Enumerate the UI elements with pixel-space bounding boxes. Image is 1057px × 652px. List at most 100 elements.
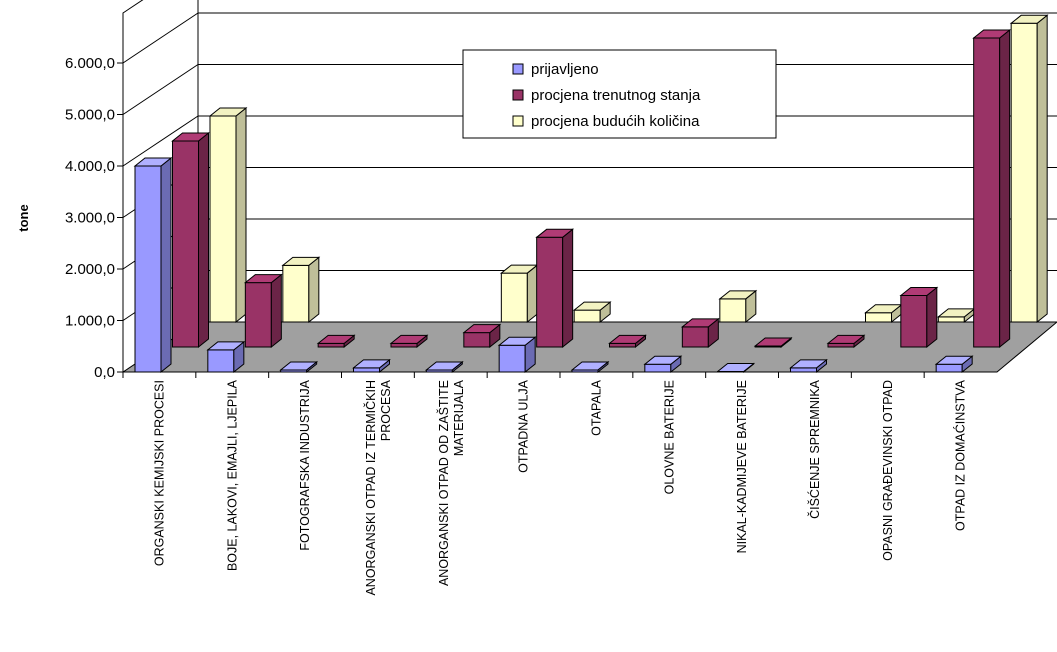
bar-procjena-trenutnog-stanja-0 [171, 131, 210, 349]
bar-side [235, 106, 247, 324]
legend: prijavljeno procjena trenutnog stanja pr… [462, 49, 777, 139]
gridline-side [122, 115, 199, 167]
bar-procjena-trenutnog-stanja-4 [462, 323, 502, 349]
bar-side [1036, 14, 1048, 324]
bar-side [160, 156, 172, 374]
bar-top [753, 337, 793, 347]
bar-top [570, 361, 610, 371]
y-tick-label: 6.000,0 [65, 55, 115, 72]
x-category-label: ČIŠĆENJE SPREMNIKA [807, 379, 822, 519]
bar-prijavljeno-0 [133, 156, 173, 374]
bar-top [133, 157, 173, 167]
series-prijavljeno [133, 156, 974, 374]
bar-front [573, 309, 601, 323]
bar-procjena-budućih-količina-5 [572, 301, 612, 324]
bar-top [497, 336, 537, 346]
bar-top [208, 107, 248, 117]
bar-front [865, 312, 892, 323]
bar-procjena-trenutnog-stanja-7 [680, 317, 720, 349]
legend-label-procjena-trenutnog-stanja: procjena trenutnog stanja [531, 87, 701, 104]
legend-swatch-procjena-buducih-kolicina [512, 115, 524, 127]
bar-front [500, 272, 528, 323]
bar-front [719, 298, 747, 323]
y-tick-label: 2.000,0 [65, 261, 115, 278]
bar-side [270, 273, 282, 349]
bar-front [937, 316, 965, 323]
bar-front [317, 342, 345, 348]
y-axis-label: tone [16, 204, 31, 231]
bar-procjena-budućih-količina-11 [1009, 14, 1049, 324]
y-tick-label: 1.000,0 [65, 313, 115, 330]
bar-top [206, 341, 246, 351]
bar-top [281, 256, 321, 266]
bar-top [716, 362, 756, 372]
x-category-label: OPASNI GRAĐEVINSKI OTPAD [881, 380, 895, 561]
bar-front [244, 282, 272, 348]
bar-procjena-budućih-količina-7 [718, 289, 758, 324]
bar-procjena-trenutnog-stanja-9 [826, 334, 866, 349]
bar-top [643, 355, 683, 365]
bar-procjena-trenutnog-stanja-1 [243, 273, 283, 349]
bar-top [279, 361, 319, 371]
bar-side [562, 228, 574, 349]
bar-prijavljeno-4 [424, 360, 464, 374]
bar-top [243, 274, 283, 284]
bar-front [935, 363, 963, 373]
bar-front [498, 344, 526, 373]
bar-procjena-trenutnog-stanja-3 [389, 334, 429, 349]
bar-prijavljeno-5 [497, 336, 537, 374]
bar-procjena-trenutnog-stanja-2 [316, 334, 356, 349]
bar-procjena-trenutnog-stanja-6 [608, 334, 647, 349]
bar-top [462, 324, 502, 334]
bar-procjena-trenutnog-stanja-5 [535, 228, 575, 349]
bar-front [1010, 22, 1038, 323]
bar-front [463, 332, 491, 348]
bar-procjena-budućih-količina-0 [208, 106, 248, 324]
bar-top [389, 334, 429, 344]
bar-front [900, 295, 928, 348]
axes: 0,0 1.000,0 2.000,0 3.000,0 4.000,0 5.000,0 6.… [16, 53, 997, 596]
bar-top [535, 228, 575, 238]
x-category-label: OLOVNE BATERIJE [662, 380, 676, 494]
y-tick-label: 0,0 [94, 364, 115, 381]
bar-front [134, 165, 162, 373]
legend-label-procjena-buducih-kolicina: procjena budućih količina [531, 113, 700, 130]
x-category-label: ORGANSKI KEMIJSKI PROCESI [152, 380, 166, 566]
bar-top [572, 301, 612, 311]
y-tick-label: 3.000,0 [65, 210, 115, 227]
bar-side [926, 286, 938, 349]
gridline-side [122, 64, 199, 115]
legend-swatch-procjena-trenutnog-stanja [512, 89, 524, 101]
y-tick-label: 5.000,0 [65, 107, 115, 124]
bar-top [171, 132, 210, 142]
bar-procjena-trenutnog-stanja-10 [899, 286, 939, 349]
bar-top [424, 361, 464, 371]
bar-procjena-budućih-količina-1 [281, 256, 321, 324]
bar-top [789, 359, 828, 369]
bar-top [826, 334, 866, 344]
x-category-label: BOJE, LAKOVI, EMAJLI, LJEPILA [225, 379, 239, 571]
bar-front [353, 367, 380, 373]
bar-side [999, 28, 1011, 349]
bar-prijavljeno-9 [789, 358, 828, 374]
x-category-label: NIKAL-KADMIJEVE BATERIJE [735, 380, 749, 553]
bar-prijavljeno-6 [570, 360, 610, 374]
bar-front [827, 342, 855, 348]
x-category-label: ANORGANSKI OTPAD OD ZAŠTITEMATERIJALA [436, 379, 466, 586]
bar-top [899, 287, 939, 296]
bar-front [790, 367, 817, 373]
bar-top [718, 290, 758, 300]
bar-front [644, 363, 672, 373]
bar-front [609, 342, 636, 348]
bar-top [352, 359, 391, 369]
y-tick-label: 4.000,0 [65, 158, 115, 175]
bar-front [282, 264, 310, 323]
legend-swatch-prijavljeno [512, 63, 524, 75]
bar-front [172, 140, 199, 348]
bar-top [972, 29, 1012, 39]
bar-top [316, 334, 356, 344]
bar-side [308, 256, 320, 324]
bar-procjena-trenutnog-stanja-8 [753, 336, 793, 349]
bar-prijavljeno-1 [206, 340, 246, 374]
bar-front [390, 342, 418, 348]
